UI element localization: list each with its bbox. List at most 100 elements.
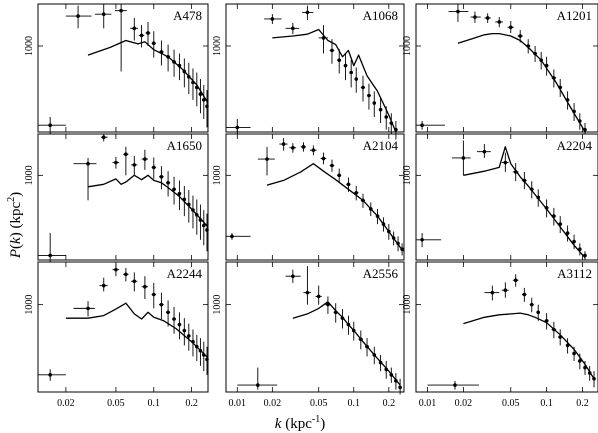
data-point (305, 10, 310, 15)
data-point (394, 127, 398, 132)
data-point (378, 360, 383, 365)
panel-a478: 1000 A478 (24, 3, 209, 135)
data-point (565, 98, 570, 102)
data-point (191, 80, 195, 85)
panel-frame (37, 3, 209, 133)
data-point (513, 278, 518, 283)
panel-title: A2244 (167, 266, 203, 281)
data-point (132, 279, 137, 284)
x-tick-label: 0.1 (540, 398, 553, 409)
data-point (398, 385, 402, 390)
x-axis-label: k (kpc-1) (275, 414, 325, 432)
data-point (420, 123, 424, 127)
model-curve (87, 174, 209, 228)
data-point (48, 123, 52, 127)
x-tick-label: 0.01 (419, 398, 437, 409)
data-point (166, 180, 170, 185)
data-point (572, 109, 576, 114)
data-point (235, 125, 240, 130)
data-point (195, 344, 199, 349)
data-point (387, 229, 391, 234)
data-point (159, 174, 164, 179)
y-tick-label: 1000 (24, 165, 35, 185)
data-point (365, 344, 369, 349)
data-point (151, 41, 156, 45)
data-point (198, 348, 203, 353)
data-point (182, 69, 187, 74)
y-axis-label-sup: 2 (6, 197, 17, 202)
data-point (394, 379, 398, 383)
x-tick-label: 0.05 (107, 398, 125, 409)
x-tick-label: 0.2 (185, 398, 198, 409)
data-point (375, 214, 380, 218)
panel-a2204: 1000 A2204 (402, 133, 598, 261)
panel-frame (225, 261, 405, 393)
data-point (400, 247, 404, 251)
data-point (497, 20, 502, 24)
data-point (381, 222, 386, 226)
data-point (518, 34, 523, 38)
data-point (311, 148, 316, 152)
data-point (578, 119, 582, 123)
model-curve (266, 163, 405, 252)
data-point (191, 208, 195, 212)
data-point (205, 228, 209, 232)
panel-grid: 1000 A478 1000 A1068 1000 A1201 1000 A1650 1000 A… (24, 3, 598, 409)
data-point (143, 157, 147, 161)
x-tick-label: 0.2 (576, 398, 589, 409)
panel-frame (225, 133, 405, 261)
data-point (367, 93, 371, 98)
y-tick-label: 1000 (402, 36, 413, 56)
data-point (337, 173, 342, 178)
y-tick-label: 1000 (212, 165, 223, 185)
x-tick-label: 0.02 (455, 398, 473, 409)
panel-title: A1201 (557, 8, 592, 23)
data-point (330, 48, 334, 53)
data-point (529, 302, 534, 307)
data-point (572, 351, 576, 356)
data-point (132, 26, 137, 31)
panel-frame (415, 3, 598, 133)
data-point (48, 253, 52, 258)
data-point (159, 302, 164, 307)
panel-title: A2104 (363, 138, 399, 153)
data-point (359, 337, 363, 342)
data-point (139, 33, 144, 38)
data-point (503, 288, 508, 293)
data-point (482, 149, 487, 154)
data-point (354, 77, 359, 81)
panel-title: A3112 (557, 266, 592, 281)
data-point (326, 302, 330, 307)
data-point (508, 25, 513, 30)
data-point (205, 357, 209, 362)
data-point (552, 327, 556, 332)
data-point (172, 187, 176, 192)
panel-a3112: 1000 0.01 0.02 0.05 0.1 0.2 A3112 (402, 261, 598, 409)
data-point (522, 292, 527, 297)
panel-title: A2204 (557, 138, 593, 153)
data-point (101, 135, 106, 139)
data-point (291, 145, 295, 150)
data-point (533, 51, 537, 56)
data-point (281, 142, 286, 146)
data-point (143, 284, 147, 289)
data-point (558, 335, 562, 339)
data-point (343, 63, 348, 68)
data-point (177, 191, 182, 196)
data-point (201, 223, 206, 228)
data-point (301, 145, 306, 149)
data-point (453, 383, 457, 387)
data-point (321, 156, 326, 161)
data-point (513, 170, 518, 174)
data-point (378, 107, 383, 112)
panel-title: A1068 (363, 8, 398, 23)
data-point (372, 101, 377, 105)
data-point (101, 283, 106, 288)
data-point (578, 359, 582, 363)
data-point (159, 50, 164, 54)
data-point (330, 163, 334, 168)
data-point (389, 121, 394, 125)
data-point (291, 26, 295, 31)
data-point (132, 163, 137, 167)
data-point (389, 373, 394, 377)
